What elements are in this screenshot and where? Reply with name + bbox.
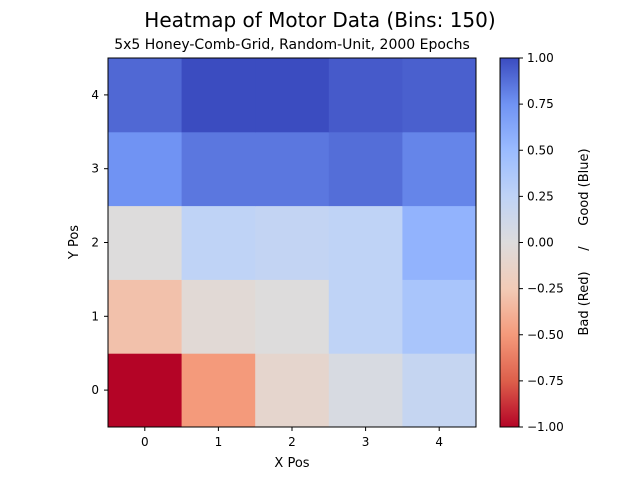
- colorbar-tick-label: −0.25: [527, 282, 564, 296]
- heatmap-cell: [108, 353, 183, 428]
- heatmap-cell: [181, 58, 256, 133]
- heatmap-cell: [181, 205, 256, 280]
- heatmap-cell: [255, 131, 330, 207]
- colorbar-ticks: −1.00 −0.75 −0.50 −0.25 0.00 0.25 0.50 0.75 1.00: [519, 51, 564, 434]
- x-tick-label: 3: [362, 435, 370, 449]
- heatmap-cells: [108, 58, 477, 428]
- y-tick-label: 1: [91, 309, 99, 323]
- colorbar-tick-label: 0.00: [527, 236, 554, 250]
- x-tick-label: 1: [215, 435, 223, 449]
- heatmap-cell: [255, 279, 330, 354]
- heatmap-cell: [328, 353, 403, 428]
- colorbar-tick-label: 0.25: [527, 189, 554, 203]
- x-tick-label: 2: [288, 435, 296, 449]
- heatmap-cell: [328, 58, 403, 133]
- colorbar-tick-label: −0.75: [527, 374, 564, 388]
- heatmap-cell: [402, 353, 477, 428]
- x-tick-label: 4: [435, 435, 443, 449]
- heatmap-cell: [402, 205, 477, 280]
- heatmap-cell: [181, 353, 256, 428]
- heatmap-cell: [108, 58, 183, 133]
- x-axis-ticks: 0 1 2 3 4: [141, 427, 443, 449]
- heatmap-cell: [255, 353, 330, 428]
- heatmap-cell: [255, 58, 330, 133]
- heatmap-cell: [402, 131, 477, 207]
- colorbar-label: Bad (Red) / Good (Blue): [577, 148, 592, 335]
- colorbar-tick-label: 0.50: [527, 143, 554, 157]
- heatmap-cell: [181, 131, 256, 207]
- chart-title: Heatmap of Motor Data (Bins: 150): [144, 8, 495, 32]
- heatmap-cell: [108, 279, 183, 354]
- colorbar-tick-label: 1.00: [527, 51, 554, 65]
- x-axis-label: X Pos: [274, 456, 309, 471]
- y-tick-label: 4: [91, 88, 99, 102]
- x-tick-label: 0: [141, 435, 149, 449]
- heatmap-cell: [328, 131, 403, 207]
- heatmap-cell: [255, 205, 330, 280]
- heatmap-cell: [181, 279, 256, 354]
- colorbar-tick-label: −0.50: [527, 328, 564, 342]
- heatmap-cell: [402, 58, 477, 133]
- heatmap-cell: [402, 279, 477, 354]
- y-axis-label: Y Pos: [67, 225, 82, 260]
- heatmap-cell: [108, 131, 183, 207]
- colorbar-tick-label: 0.75: [527, 97, 554, 111]
- heatmap-cell: [108, 205, 183, 280]
- chart-subtitle: 5x5 Honey-Comb-Grid, Random-Unit, 2000 E…: [114, 37, 470, 53]
- y-tick-label: 0: [91, 383, 99, 397]
- colorbar-tick-label: −1.00: [527, 420, 564, 434]
- y-tick-label: 2: [91, 236, 99, 250]
- y-tick-label: 3: [91, 162, 99, 176]
- heatmap-cell: [328, 205, 403, 280]
- colorbar: [499, 57, 520, 428]
- heatmap-cell: [328, 279, 403, 354]
- y-axis-ticks: 0 1 2 3 4: [91, 88, 108, 397]
